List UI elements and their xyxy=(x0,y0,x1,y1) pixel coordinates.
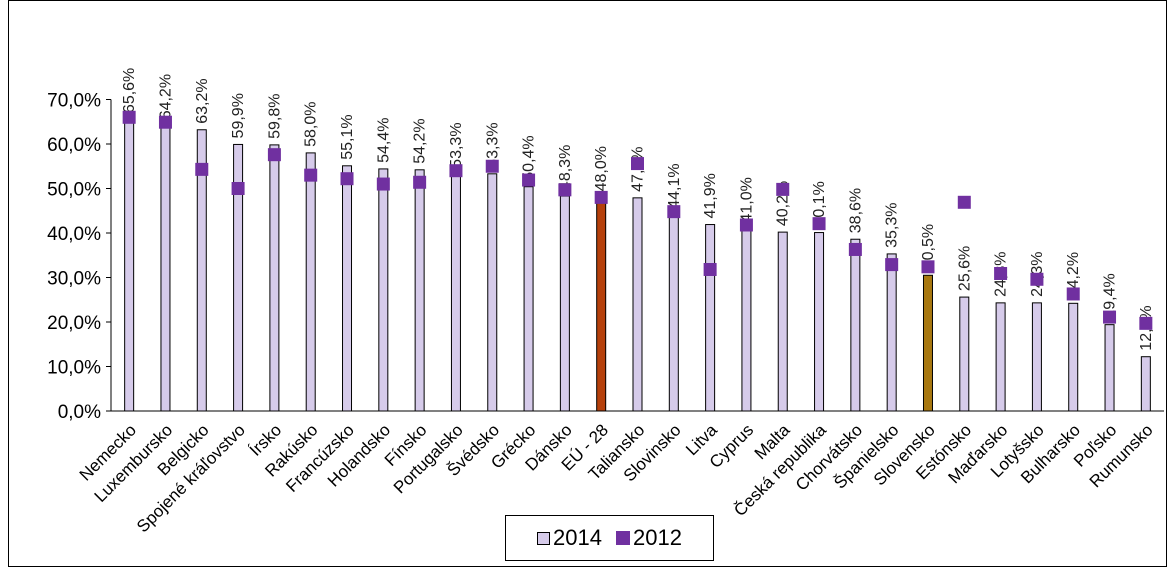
data-label-2014: 65,6% xyxy=(121,68,138,113)
marker-2012 xyxy=(376,177,390,191)
bar-chart: 0,0% 10,0% 20,0% 30,0% 40,0% 50,0% 60,0% 70,0% 6… xyxy=(47,68,1164,536)
y-tick-label: 70,0% xyxy=(47,91,101,112)
marker-2012 xyxy=(1139,316,1153,330)
marker-2012 xyxy=(522,173,536,187)
marker-2012 xyxy=(231,182,245,195)
data-label-2014: 38,6% xyxy=(847,188,864,233)
data-label-2014: 25,6% xyxy=(956,246,973,291)
marker-2012 xyxy=(776,182,790,196)
y-tick-label: 10,0% xyxy=(47,358,101,379)
bar-2014 xyxy=(450,173,461,412)
y-tick-label: 20,0% xyxy=(47,313,101,334)
data-label-2014: 48,3% xyxy=(557,145,574,190)
data-label-2014: 30,5% xyxy=(920,224,937,269)
marker-2012 xyxy=(921,260,935,274)
bar-2014 xyxy=(378,168,389,412)
bar-2014 xyxy=(487,173,498,412)
data-label-2014: 63,2% xyxy=(194,78,211,123)
legend-label-2014: 2014 xyxy=(553,525,602,550)
legend-swatch-2012 xyxy=(616,531,630,545)
marker-2012 xyxy=(631,157,644,171)
marker-2012 xyxy=(1103,310,1117,324)
marker-2012 xyxy=(957,195,971,209)
bar-2014 xyxy=(1068,302,1079,412)
marker-2012 xyxy=(1030,272,1044,286)
data-label-2014: 54,2% xyxy=(412,118,429,163)
bar-2014 xyxy=(523,186,534,412)
legend-item-2014: 2014 xyxy=(537,525,602,551)
data-label-2014: 35,3% xyxy=(884,203,901,248)
data-label-2014: 44,1% xyxy=(666,163,683,208)
data-label-2014: 58,0% xyxy=(303,102,320,147)
data-label-2014: 24,2% xyxy=(1065,252,1082,297)
marker-2012 xyxy=(340,172,354,186)
bar-2014 xyxy=(777,231,788,412)
marker-2012 xyxy=(1066,287,1080,301)
data-label-2014: 41,0% xyxy=(738,177,755,222)
data-label-2014: 53,3% xyxy=(448,122,465,167)
bar-2014 xyxy=(414,169,425,412)
marker-2012 xyxy=(703,262,717,276)
bar-2014 xyxy=(959,296,970,412)
bar-2014 xyxy=(632,197,643,412)
marker-2012 xyxy=(739,218,753,232)
y-tick-label: 30,0% xyxy=(47,269,101,290)
bar-2014 xyxy=(559,195,570,412)
bar-2014 xyxy=(269,144,280,412)
marker-2012 xyxy=(594,190,608,204)
legend-swatch-2014 xyxy=(537,531,551,545)
marker-2012 xyxy=(848,242,862,256)
marker-2012 xyxy=(449,164,463,178)
bar-2014 xyxy=(668,214,679,412)
data-label-2014: 59,9% xyxy=(230,93,247,138)
data-label-2014: 41,9% xyxy=(702,173,719,218)
bar-2014 xyxy=(1140,356,1151,412)
bar-2014 xyxy=(741,228,752,412)
marker-2012 xyxy=(667,205,681,219)
bar-2014 xyxy=(342,165,353,412)
legend-label-2012: 2012 xyxy=(633,525,682,550)
bar-2014 xyxy=(124,118,135,412)
marker-2012 xyxy=(304,168,318,182)
data-label-2014: 48,0% xyxy=(593,146,610,191)
y-tick-label: 60,0% xyxy=(47,135,101,156)
marker-2012 xyxy=(812,217,826,231)
bar-2014 xyxy=(596,196,607,412)
chart-frame: 0,0% 10,0% 20,0% 30,0% 40,0% 50,0% 60,0% 70,0% 6… xyxy=(8,0,1167,567)
marker-2012 xyxy=(994,266,1008,280)
marker-2012 xyxy=(885,258,899,272)
marker-2012 xyxy=(195,162,209,176)
data-label-2014: 53,3% xyxy=(484,122,501,167)
bar-2014 xyxy=(922,274,933,412)
y-tick-label: 50,0% xyxy=(47,180,101,201)
legend: 2014 2012 xyxy=(505,515,714,561)
data-label-2014: 59,8% xyxy=(266,94,283,139)
data-label-2014: 55,1% xyxy=(339,114,356,159)
marker-2012 xyxy=(485,159,499,173)
bar-2014 xyxy=(850,238,861,412)
marker-2012 xyxy=(558,183,572,197)
data-label-2014: 50,4% xyxy=(521,135,538,180)
marker-2012 xyxy=(267,148,281,162)
marker-2012 xyxy=(122,110,136,124)
bar-2014 xyxy=(814,232,825,412)
data-label-2014: 54,4% xyxy=(375,118,392,163)
data-label-2014: 19,4% xyxy=(1102,273,1119,318)
marker-2012 xyxy=(158,115,172,129)
y-tick-label: 40,0% xyxy=(47,224,101,245)
marker-2012 xyxy=(413,175,427,189)
data-label-2014: 64,2% xyxy=(157,74,174,119)
y-tick-label: 0,0% xyxy=(58,402,101,423)
bar-2014 xyxy=(886,253,897,412)
bar-2014 xyxy=(160,124,171,412)
bar-2014 xyxy=(705,224,716,412)
bar-2014 xyxy=(1031,302,1042,412)
bar-2014 xyxy=(1104,324,1115,412)
legend-item-2012: 2012 xyxy=(616,525,682,551)
data-label-2014: 40,1% xyxy=(811,181,828,226)
bar-2014 xyxy=(305,152,316,412)
bar-2014 xyxy=(995,302,1006,412)
